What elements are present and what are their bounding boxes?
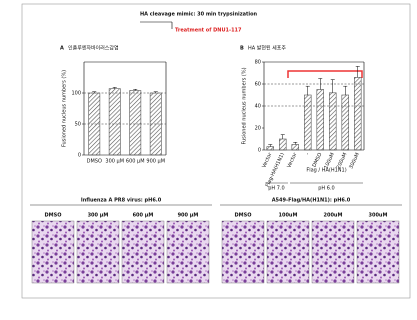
image-label: DMSO xyxy=(235,213,252,219)
panel-label: A xyxy=(60,46,64,52)
bar xyxy=(354,77,362,151)
y-label: Fusioned nucleus numbers (%) xyxy=(62,70,68,147)
micrograph xyxy=(266,220,310,284)
micrograph xyxy=(31,220,75,284)
micrograph xyxy=(166,220,210,284)
bracket xyxy=(287,70,363,78)
image-title: A549-Flag/HA(H1N1): pH6.0 xyxy=(272,198,351,204)
x-tick-label: 900 μM xyxy=(146,159,165,165)
y-tick-label: 80 xyxy=(255,60,261,66)
group-label: pH 7.0 xyxy=(268,186,284,192)
x-tick-label: - xyxy=(305,152,311,156)
error-bar xyxy=(280,134,285,139)
y-tick-label: 100 xyxy=(71,91,81,97)
bar xyxy=(266,146,274,151)
y-tick-label: 60 xyxy=(255,82,261,88)
bar xyxy=(88,92,101,156)
micrograph xyxy=(311,220,355,284)
bar xyxy=(329,92,337,151)
y-tick-label: 40 xyxy=(255,104,261,110)
header-title: HA cleavage mimic: 30 min trypsinization xyxy=(140,12,258,18)
image-label: 200uM xyxy=(324,213,343,219)
error-bar xyxy=(268,144,273,147)
bar xyxy=(316,89,324,151)
header-subtitle: Treatment of DNU1-117 xyxy=(175,28,242,34)
micrograph xyxy=(221,220,265,284)
frame xyxy=(21,3,411,299)
error-bar xyxy=(355,66,360,78)
y-label: Fusioned nucleus numbers (%) xyxy=(242,67,248,144)
error-bar xyxy=(153,91,158,93)
bar xyxy=(149,92,162,156)
x-tick-label: DMSO xyxy=(312,152,324,168)
error-bar xyxy=(330,79,335,93)
image-label: 100uM xyxy=(279,213,298,219)
group-label: Flag / HA(H1N1) xyxy=(306,168,346,174)
micrograph xyxy=(121,220,165,284)
y-tick-label: 0 xyxy=(78,153,81,159)
bar xyxy=(304,94,312,151)
image-label: 900 μM xyxy=(178,213,199,219)
group-label: pH 6.0 xyxy=(318,186,334,192)
error-bar xyxy=(318,78,323,90)
x-tick-label: 300uM xyxy=(348,152,361,170)
x-tick-label: 300 μM xyxy=(105,159,124,165)
y-tick-label: 0 xyxy=(258,148,261,154)
bar xyxy=(341,94,349,151)
error-bar xyxy=(343,85,348,95)
bar xyxy=(129,90,142,156)
error-bar xyxy=(92,91,97,93)
chart-title: HA 발현된 세포주 xyxy=(248,45,286,52)
micrograph xyxy=(76,220,120,284)
y-tick-label: 50 xyxy=(75,122,81,128)
panel-label: B xyxy=(240,46,244,52)
x-tick-label: Vector xyxy=(286,151,299,169)
error-bar xyxy=(133,89,138,91)
image-label: 300 μM xyxy=(88,213,109,219)
x-tick-label: Vector xyxy=(261,151,274,169)
x-tick-label: 600 μM xyxy=(126,159,145,165)
bar xyxy=(291,144,299,151)
micrograph xyxy=(356,220,400,284)
error-bar xyxy=(305,85,310,95)
image-label: DMSO xyxy=(45,213,62,219)
image-title: Influenza A PR8 virus: pH6.0 xyxy=(81,198,162,204)
chart-title: 인플루엔자바이러스감염 xyxy=(68,45,119,52)
x-tick-label: DMSO xyxy=(87,159,102,165)
error-bar xyxy=(112,87,117,89)
image-label: 300uM xyxy=(369,213,388,219)
bar xyxy=(108,88,121,156)
image-label: 600 μM xyxy=(133,213,154,219)
bar xyxy=(279,138,287,151)
y-tick-label: 20 xyxy=(255,126,261,132)
error-bar xyxy=(293,142,298,145)
